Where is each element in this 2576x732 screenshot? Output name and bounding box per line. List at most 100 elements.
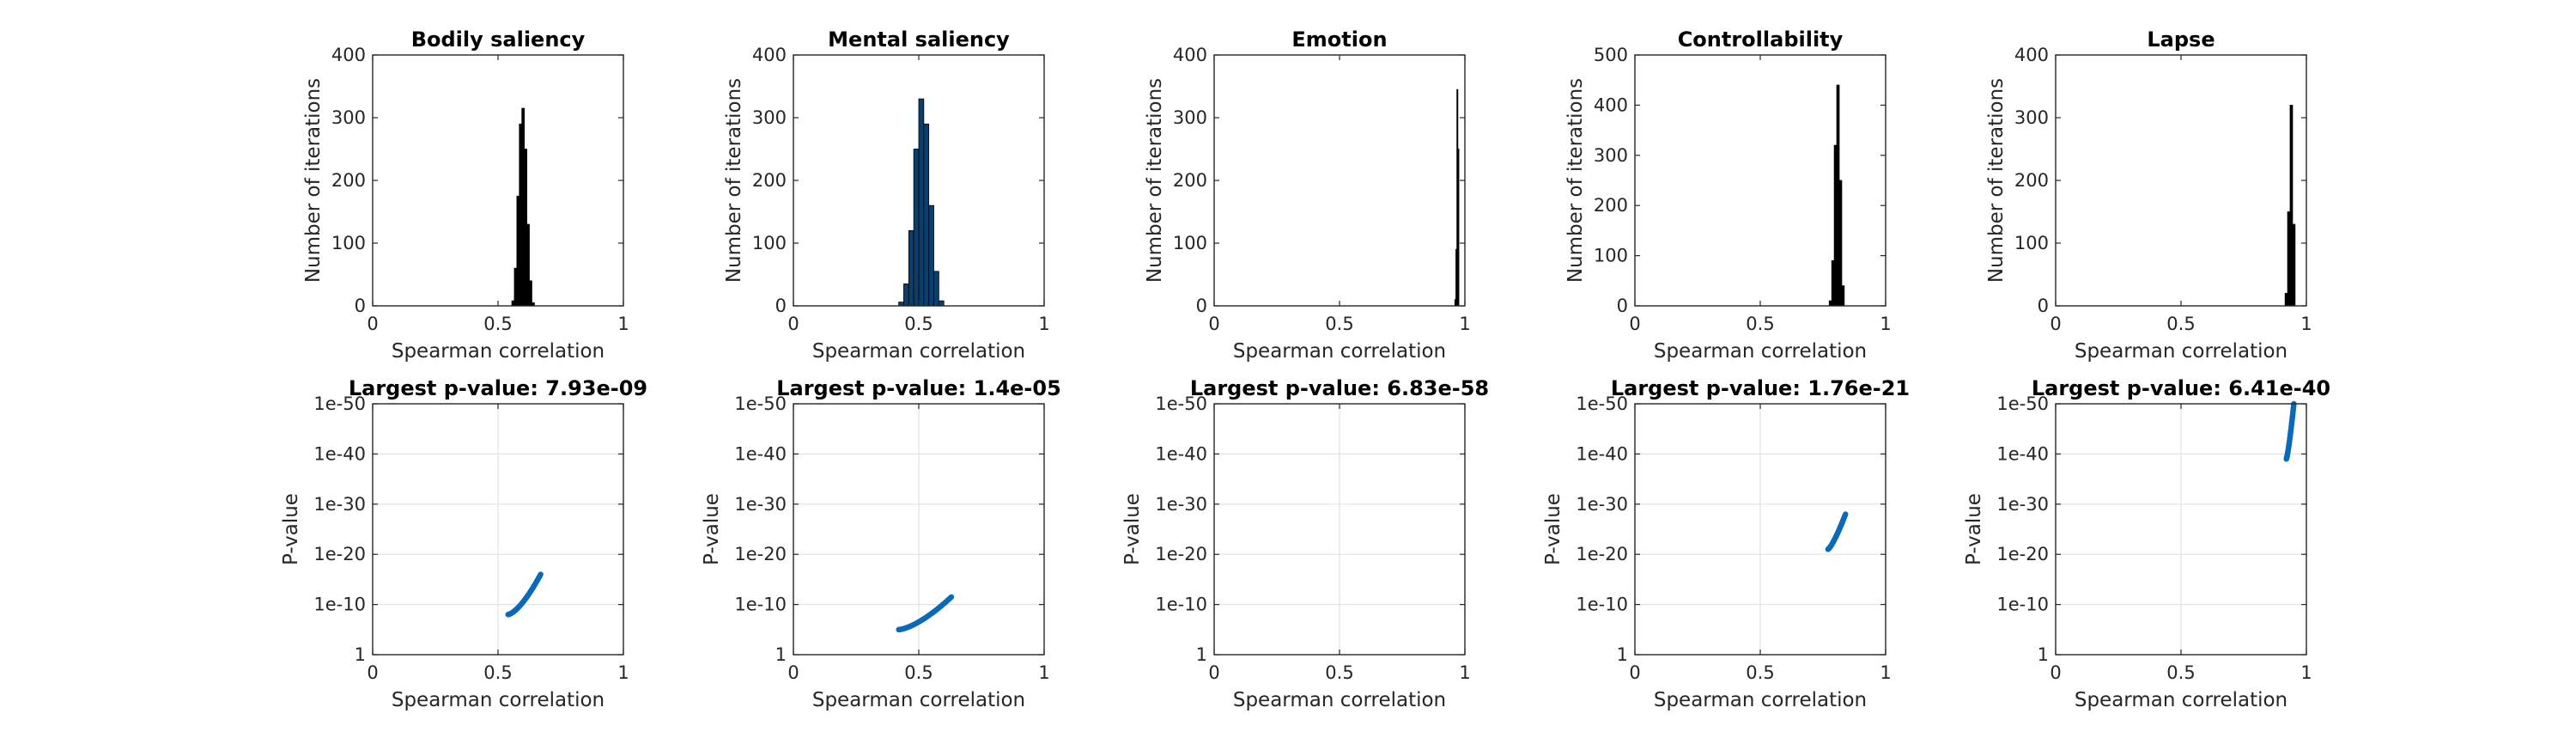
x-tick-label: 0 bbox=[1629, 314, 1640, 334]
y-axis-label: P-value bbox=[1121, 493, 1144, 565]
subplot-9: 0 0.5 1 1 1e-10 1e-20 1e-30 1e-40 1e-50 Spearman … bbox=[1542, 376, 1910, 711]
y-tick-label: 1e-40 bbox=[1996, 443, 2049, 464]
y-tick-label: 1e-50 bbox=[1576, 393, 1628, 414]
y-tick-label: 1 bbox=[2038, 644, 2049, 665]
x-tick-label: 0 bbox=[2050, 314, 2061, 334]
x-axis-label: Spearman correlation bbox=[812, 340, 1025, 363]
y-tick-label: 1e-20 bbox=[1155, 544, 1207, 564]
histogram-bar bbox=[1841, 285, 1845, 307]
y-tick-label: 1e-50 bbox=[734, 393, 787, 414]
subplot-title: Mental saliency bbox=[828, 27, 1010, 52]
histogram-bar bbox=[526, 223, 530, 307]
y-tick-label: 400 bbox=[2014, 45, 2049, 65]
y-tick-label: 100 bbox=[331, 233, 366, 253]
x-tick-label: 0 bbox=[367, 314, 378, 334]
x-axis-label: Spearman correlation bbox=[812, 689, 1025, 711]
histogram-bar bbox=[2284, 292, 2288, 307]
y-axis-label: Number of iterations bbox=[1564, 78, 1587, 283]
histogram-bar bbox=[1838, 180, 1843, 307]
x-tick-label: 0 bbox=[1208, 314, 1219, 334]
y-tick-label: 1 bbox=[355, 644, 366, 665]
x-tick-label: 0 bbox=[1629, 662, 1640, 683]
subplot-3: 0 0.5 1 0 100 200 300 400 Spearman correlation Nu… bbox=[1144, 27, 1471, 363]
y-tick-label: 1e-30 bbox=[1996, 494, 2049, 515]
subplot-2: 0 0.5 1 0 100 200 300 400 Spearman correlation Nu… bbox=[723, 27, 1050, 363]
scatter-point bbox=[1843, 511, 1849, 517]
subplot-title: Largest p-value: 6.41e-40 bbox=[2032, 376, 2330, 400]
y-tick-label: 1e-30 bbox=[313, 494, 366, 515]
x-tick-label: 0.5 bbox=[904, 314, 933, 334]
histogram-bar bbox=[1836, 84, 1840, 307]
y-tick-label: 200 bbox=[752, 170, 787, 191]
subplot-title: Largest p-value: 6.83e-58 bbox=[1190, 376, 1489, 400]
subplot-title: Largest p-value: 1.4e-05 bbox=[776, 376, 1061, 400]
x-axis-label: Spearman correlation bbox=[1654, 340, 1867, 363]
y-axis-label: Number of iterations bbox=[302, 78, 325, 283]
x-tick-label: 0 bbox=[1208, 662, 1219, 683]
y-axis-label: Number of iterations bbox=[1144, 78, 1166, 283]
y-tick-label: 400 bbox=[752, 45, 787, 65]
x-tick-label: 1 bbox=[1038, 662, 1049, 683]
y-tick-label: 200 bbox=[331, 170, 366, 191]
plot-area bbox=[373, 55, 623, 306]
x-tick-label: 0 bbox=[367, 662, 378, 683]
histogram-bar bbox=[524, 149, 527, 307]
subplot-title: Lapse bbox=[2147, 27, 2215, 52]
subplot-title: Largest p-value: 7.93e-09 bbox=[349, 376, 647, 400]
subplot-6: 0 0.5 1 1 1e-10 1e-20 1e-30 1e-40 1e-50 Spearman … bbox=[280, 376, 647, 711]
y-tick-label: 0 bbox=[2038, 296, 2049, 316]
y-tick-label: 1e-30 bbox=[1576, 494, 1628, 515]
plot-area bbox=[1635, 55, 1886, 306]
subplot-title: Emotion bbox=[1291, 27, 1387, 52]
subplot-5: 0 0.5 1 0 100 200 300 400 Spearman correlation Nu… bbox=[1985, 27, 2312, 363]
y-axis-label: Number of iterations bbox=[723, 78, 745, 283]
y-tick-label: 1e-50 bbox=[1155, 393, 1207, 414]
histogram-bar bbox=[519, 123, 523, 307]
y-tick-label: 200 bbox=[1173, 170, 1207, 191]
y-tick-label: 1e-40 bbox=[1155, 443, 1207, 464]
x-tick-label: 1 bbox=[1880, 662, 1891, 683]
histogram-bar bbox=[1831, 260, 1835, 307]
x-tick-label: 0.5 bbox=[1746, 314, 1774, 334]
x-tick-label: 1 bbox=[1459, 662, 1470, 683]
plot-area bbox=[1214, 55, 1465, 306]
y-tick-label: 1e-10 bbox=[1576, 595, 1628, 615]
y-tick-label: 0 bbox=[355, 296, 366, 316]
subplot-8: 0 0.5 1 1 1e-10 1e-20 1e-30 1e-40 1e-50 Spearman … bbox=[1121, 376, 1489, 711]
y-axis-label: Number of iterations bbox=[1985, 78, 2008, 283]
x-axis-label: Spearman correlation bbox=[392, 689, 605, 711]
y-tick-label: 1e-10 bbox=[313, 595, 366, 615]
y-axis-label: P-value bbox=[1963, 493, 1985, 565]
y-tick-label: 300 bbox=[2014, 107, 2049, 128]
y-tick-label: 1e-10 bbox=[734, 595, 787, 615]
y-tick-label: 1e-50 bbox=[1996, 393, 2049, 414]
subplot-1: 0 0.5 1 0 100 200 300 400 Spearman correlation Nu… bbox=[302, 27, 629, 363]
x-tick-label: 0.5 bbox=[483, 314, 512, 334]
y-tick-label: 1e-30 bbox=[1155, 494, 1207, 515]
x-axis-label: Spearman correlation bbox=[1233, 340, 1446, 363]
histogram-bar bbox=[521, 107, 526, 307]
x-tick-label: 0.5 bbox=[483, 662, 512, 683]
y-tick-label: 1e-20 bbox=[1996, 544, 2049, 564]
histogram-bar bbox=[2287, 211, 2291, 307]
y-tick-label: 100 bbox=[1594, 246, 1628, 266]
y-tick-label: 1e-40 bbox=[1576, 443, 1628, 464]
subplot-title: Controllability bbox=[1678, 27, 1844, 52]
histogram-bar bbox=[923, 123, 930, 307]
x-tick-label: 1 bbox=[2300, 662, 2312, 683]
y-tick-label: 400 bbox=[1173, 45, 1207, 65]
y-tick-label: 1e-10 bbox=[1155, 595, 1207, 615]
y-axis-label: P-value bbox=[701, 493, 723, 565]
histogram-bar bbox=[1833, 144, 1838, 307]
x-tick-label: 0.5 bbox=[2166, 314, 2195, 334]
subplot-10: 0 0.5 1 1 1e-10 1e-20 1e-30 1e-40 1e-50 Spearman … bbox=[1963, 376, 2330, 711]
y-tick-label: 0 bbox=[1617, 296, 1628, 316]
y-tick-label: 1e-20 bbox=[1576, 544, 1628, 564]
x-axis-label: Spearman correlation bbox=[2075, 689, 2287, 711]
y-tick-label: 1e-50 bbox=[313, 393, 366, 414]
histogram-bar bbox=[511, 300, 515, 307]
x-tick-label: 0 bbox=[787, 314, 799, 334]
histogram-bar bbox=[903, 284, 909, 307]
scatter-point bbox=[948, 594, 955, 601]
histogram-bar bbox=[1457, 149, 1460, 307]
